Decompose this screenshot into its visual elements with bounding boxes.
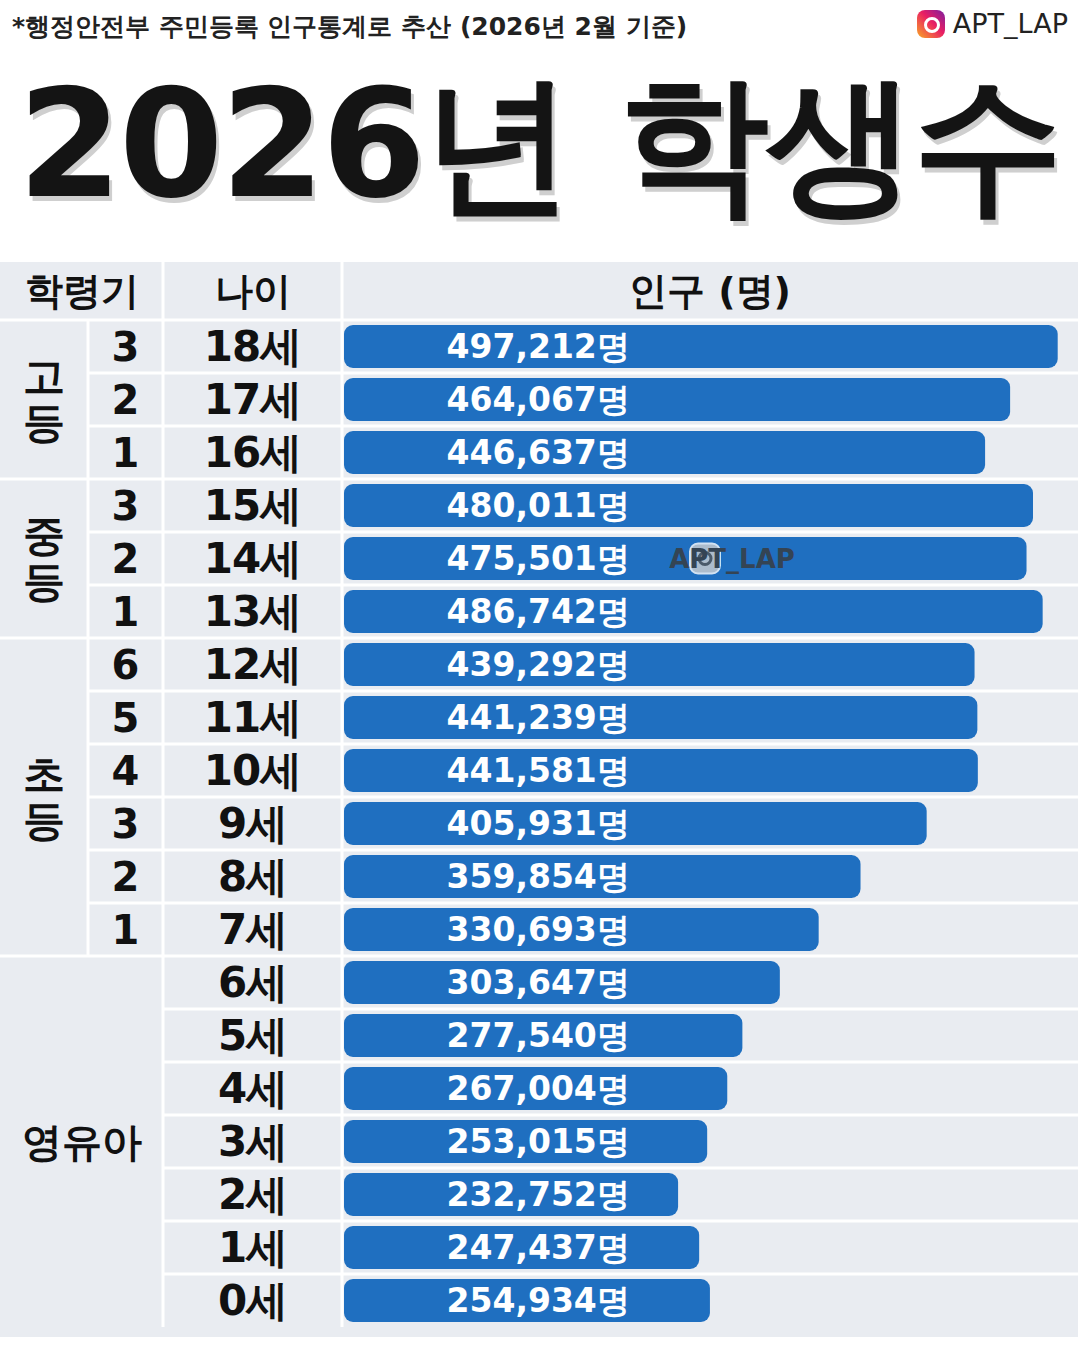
html-text:*행정안전부 주민등록 인구통계로 추산 (2026년 2월: *행정안전부 주민등록 인구통계로 추산 (2026년 2월 기준) xyxy=(12,12,688,41)
svg-text:2세: 2세 xyxy=(218,1170,287,1219)
svg-text:464,067명: 464,067명 xyxy=(447,380,630,419)
svg-text:439,292명: 439,292명 xyxy=(447,645,630,684)
svg-text:441,239명: 441,239명 xyxy=(447,698,630,737)
svg-text:4세: 4세 xyxy=(218,1064,287,1113)
svg-text:13세: 13세 xyxy=(204,587,301,636)
svg-text:359,854명: 359,854명 xyxy=(447,857,630,896)
svg-text:3세: 3세 xyxy=(218,1117,287,1166)
svg-text:초: 초 xyxy=(23,750,65,799)
svg-text:5: 5 xyxy=(112,695,140,741)
svg-text:232,752명: 232,752명 xyxy=(447,1175,630,1214)
svg-text:2: 2 xyxy=(112,854,140,900)
svg-text:6: 6 xyxy=(112,642,140,688)
svg-text:3: 3 xyxy=(112,483,140,529)
svg-text:9세: 9세 xyxy=(218,799,287,848)
svg-text:247,437명: 247,437명 xyxy=(447,1228,630,1267)
svg-text:480,011명: 480,011명 xyxy=(447,486,630,525)
svg-text:16세: 16세 xyxy=(204,428,301,477)
svg-text:등: 등 xyxy=(23,557,65,606)
svg-text:14세: 14세 xyxy=(204,534,301,583)
svg-text:11세: 11세 xyxy=(204,693,301,742)
svg-text:15세: 15세 xyxy=(204,481,301,530)
svg-text:영유아: 영유아 xyxy=(22,1119,142,1165)
svg-text:12세: 12세 xyxy=(204,640,301,689)
svg-text:학령기: 학령기 xyxy=(25,269,139,313)
svg-text:253,015명: 253,015명 xyxy=(447,1122,630,1161)
svg-text:중: 중 xyxy=(23,511,65,560)
svg-text:441,581명: 441,581명 xyxy=(447,751,630,790)
svg-text:인구 (명): 인구 (명) xyxy=(629,269,791,313)
svg-text:4: 4 xyxy=(112,748,140,794)
svg-text:330,693명: 330,693명 xyxy=(447,910,630,949)
svg-text:303,647명: 303,647명 xyxy=(447,963,630,1002)
svg-text:고: 고 xyxy=(23,352,65,401)
svg-text:6세: 6세 xyxy=(218,958,287,1007)
html-text:2026년 학생수: 2026년 학생수 xyxy=(17,57,1061,231)
svg-text:2: 2 xyxy=(112,377,140,423)
svg-text:10세: 10세 xyxy=(204,746,301,795)
svg-text:5세: 5세 xyxy=(218,1011,287,1060)
svg-text:254,934명: 254,934명 xyxy=(447,1281,630,1320)
svg-text:나이: 나이 xyxy=(215,269,291,313)
svg-text:277,540명: 277,540명 xyxy=(447,1016,630,1055)
svg-text:1: 1 xyxy=(112,430,140,476)
svg-text:1: 1 xyxy=(112,907,140,953)
svg-text:1세: 1세 xyxy=(218,1223,287,1272)
svg-text:0세: 0세 xyxy=(218,1276,287,1325)
svg-text:2: 2 xyxy=(112,536,140,582)
svg-text:18세: 18세 xyxy=(204,322,301,371)
svg-text:등: 등 xyxy=(23,796,65,845)
svg-text:7세: 7세 xyxy=(218,905,287,954)
svg-text:등: 등 xyxy=(23,398,65,447)
svg-text:475,501명: 475,501명 xyxy=(447,539,630,578)
svg-text:3: 3 xyxy=(112,324,140,370)
svg-text:17세: 17세 xyxy=(204,375,301,424)
svg-text:486,742명: 486,742명 xyxy=(447,592,630,631)
svg-text:497,212명: 497,212명 xyxy=(447,327,630,366)
svg-text:446,637명: 446,637명 xyxy=(447,433,630,472)
html-text:APT_LAP: APT_LAP xyxy=(952,8,1068,39)
svg-text:267,004명: 267,004명 xyxy=(447,1069,630,1108)
svg-text:405,931명: 405,931명 xyxy=(447,804,630,843)
svg-text:APT_LAP: APT_LAP xyxy=(669,544,795,574)
svg-text:3: 3 xyxy=(112,801,140,847)
svg-text:1: 1 xyxy=(112,589,140,635)
svg-text:8세: 8세 xyxy=(218,852,287,901)
